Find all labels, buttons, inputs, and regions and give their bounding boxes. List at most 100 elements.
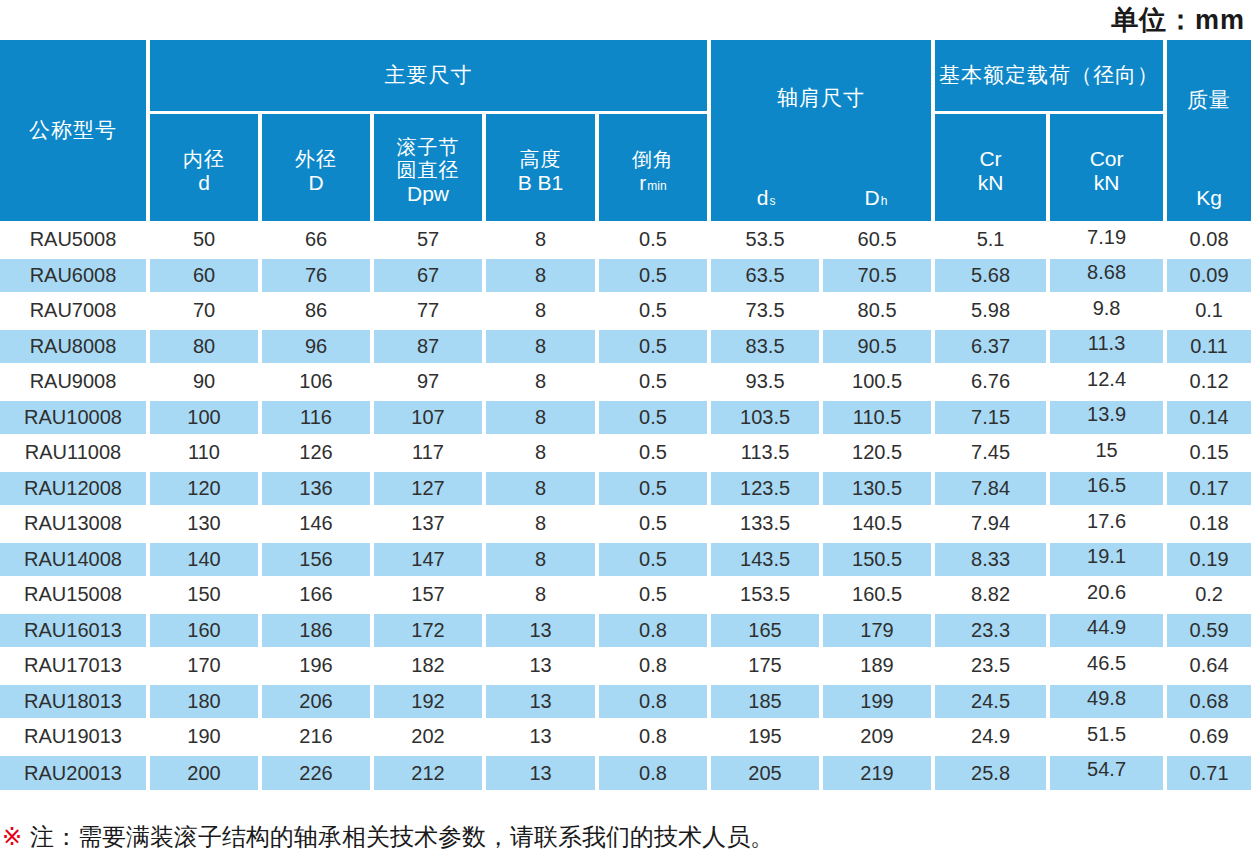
value-cell: 0.17 xyxy=(1165,471,1251,507)
value-cell: 199 xyxy=(821,684,933,720)
header-main-dimensions: 主要尺寸 xyxy=(148,40,709,112)
value-cell: 117 xyxy=(372,435,484,471)
value-cell: 170 xyxy=(148,648,260,684)
value-cell: 7.19 xyxy=(1048,222,1165,258)
value-cell: 13.9 xyxy=(1048,400,1165,436)
model-cell: RAU11008 xyxy=(0,435,148,471)
value-cell: 130 xyxy=(148,506,260,542)
value-cell: 23.5 xyxy=(933,648,1048,684)
value-cell: 0.64 xyxy=(1165,648,1251,684)
value-cell: 186 xyxy=(260,613,372,649)
model-cell: RAU5008 xyxy=(0,222,148,258)
value-cell: 143.5 xyxy=(709,542,821,578)
value-cell: 17.6 xyxy=(1048,506,1165,542)
value-cell: 100 xyxy=(148,400,260,436)
value-cell: 86 xyxy=(260,293,372,329)
value-cell: 90 xyxy=(148,364,260,400)
value-cell: 0.5 xyxy=(597,577,709,613)
value-cell: 44.9 xyxy=(1048,613,1165,649)
value-cell: 66 xyxy=(260,222,372,258)
value-cell: 153.5 xyxy=(709,577,821,613)
value-cell: 0.5 xyxy=(597,293,709,329)
model-cell: RAU20013 xyxy=(0,755,148,791)
value-cell: 165 xyxy=(709,613,821,649)
value-cell: 0.5 xyxy=(597,400,709,436)
value-cell: 205 xyxy=(709,755,821,791)
value-cell: 0.08 xyxy=(1165,222,1251,258)
header-chamfer: 倒角 rmin xyxy=(597,112,709,222)
value-cell: 53.5 xyxy=(709,222,821,258)
header-mass: 质量 Kg xyxy=(1165,40,1251,222)
value-cell: 12.4 xyxy=(1048,364,1165,400)
table-row: RAU500850665780.553.560.55.17.190.08 xyxy=(0,222,1251,258)
value-cell: 80.5 xyxy=(821,293,933,329)
header-symbol-ds: ds xyxy=(711,186,821,210)
header-outer-diameter: 外径 D xyxy=(260,112,372,222)
table-row: RAU600860766780.563.570.55.688.680.09 xyxy=(0,258,1251,294)
value-cell: 96 xyxy=(260,329,372,365)
value-cell: 13 xyxy=(484,613,597,649)
header-height: 高度 B B1 xyxy=(484,112,597,222)
table-row: RAU1100811012611780.5113.5120.57.45150.1… xyxy=(0,435,1251,471)
value-cell: 107 xyxy=(372,400,484,436)
value-cell: 175 xyxy=(709,648,821,684)
value-cell: 0.14 xyxy=(1165,400,1251,436)
value-cell: 87 xyxy=(372,329,484,365)
table-row: RAU1500815016615780.5153.5160.58.8220.60… xyxy=(0,577,1251,613)
table-row: RAU1300813014613780.5133.5140.57.9417.60… xyxy=(0,506,1251,542)
value-cell: 189 xyxy=(821,648,933,684)
table-header: 公称型号 主要尺寸 轴肩尺寸 ds Dh 基本额定载荷（径向） 质量 Kg xyxy=(0,40,1251,222)
footnote: ※ 注：需要满装滚子结构的轴承相关技术参数，请联系我们的技术人员。 xyxy=(0,821,1251,853)
value-cell: 0.69 xyxy=(1165,719,1251,755)
header-cor: Cor kN xyxy=(1048,112,1165,222)
value-cell: 0.5 xyxy=(597,471,709,507)
table-row: RAU9008901069780.593.5100.56.7612.40.12 xyxy=(0,364,1251,400)
model-cell: RAU15008 xyxy=(0,577,148,613)
value-cell: 15 xyxy=(1048,435,1165,471)
unit-label: 单位：mm xyxy=(0,0,1251,40)
value-cell: 100.5 xyxy=(821,364,933,400)
note-text: 注：需要满装滚子结构的轴承相关技术参数，请联系我们的技术人员。 xyxy=(30,821,774,853)
value-cell: 0.18 xyxy=(1165,506,1251,542)
value-cell: 130.5 xyxy=(821,471,933,507)
header-pitch-diameter: 滚子节圆直径 Dpw xyxy=(372,112,484,222)
value-cell: 24.9 xyxy=(933,719,1048,755)
header-inner-diameter: 内径 d xyxy=(148,112,260,222)
shoulder-title: 轴肩尺寸 xyxy=(711,84,931,112)
value-cell: 0.1 xyxy=(1165,293,1251,329)
value-cell: 5.98 xyxy=(933,293,1048,329)
value-cell: 24.5 xyxy=(933,684,1048,720)
value-cell: 185 xyxy=(709,684,821,720)
value-cell: 25.8 xyxy=(933,755,1048,791)
value-cell: 8 xyxy=(484,542,597,578)
table-row: RAU1000810011610780.5103.5110.57.1513.90… xyxy=(0,400,1251,436)
value-cell: 8 xyxy=(484,329,597,365)
value-cell: 83.5 xyxy=(709,329,821,365)
value-cell: 0.12 xyxy=(1165,364,1251,400)
value-cell: 200 xyxy=(148,755,260,791)
value-cell: 20.6 xyxy=(1048,577,1165,613)
value-cell: 0.8 xyxy=(597,648,709,684)
value-cell: 179 xyxy=(821,613,933,649)
header-model: 公称型号 xyxy=(0,40,148,222)
model-cell: RAU18013 xyxy=(0,684,148,720)
value-cell: 93.5 xyxy=(709,364,821,400)
value-cell: 0.5 xyxy=(597,258,709,294)
table-row: RAU700870867780.573.580.55.989.80.1 xyxy=(0,293,1251,329)
bearing-spec-table: 公称型号 主要尺寸 轴肩尺寸 ds Dh 基本额定载荷（径向） 质量 Kg xyxy=(0,40,1251,790)
mass-unit: Kg xyxy=(1167,186,1251,210)
value-cell: 13 xyxy=(484,719,597,755)
value-cell: 0.5 xyxy=(597,329,709,365)
value-cell: 0.5 xyxy=(597,542,709,578)
value-cell: 8 xyxy=(484,506,597,542)
value-cell: 0.15 xyxy=(1165,435,1251,471)
value-cell: 49.8 xyxy=(1048,684,1165,720)
value-cell: 140.5 xyxy=(821,506,933,542)
model-cell: RAU13008 xyxy=(0,506,148,542)
value-cell: 110 xyxy=(148,435,260,471)
value-cell: 46.5 xyxy=(1048,648,1165,684)
header-shoulder-dimensions: 轴肩尺寸 ds Dh xyxy=(709,40,933,222)
value-cell: 80 xyxy=(148,329,260,365)
table-row: RAU19013190216202130.819520924.951.50.69 xyxy=(0,719,1251,755)
value-cell: 137 xyxy=(372,506,484,542)
